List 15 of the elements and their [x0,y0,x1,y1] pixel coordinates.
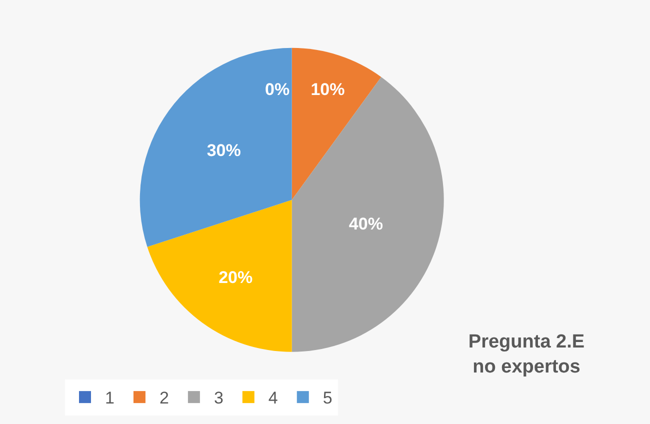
legend-label: 2 [159,388,169,408]
data-label: 10% [310,80,345,99]
legend-label: 4 [268,388,278,408]
pie-slice [147,200,292,352]
pie-slice [292,48,382,200]
data-label: 30% [206,141,241,160]
pie-slice [140,48,292,247]
pie-slice [292,76,444,352]
text: Pregunta 2.E no expertos [468,332,585,378]
legend-label: 5 [322,388,332,408]
data-label: 20% [218,268,253,287]
data-label: 40% [348,214,383,234]
legend-label: 1 [105,388,114,408]
legend-label: 3 [214,388,224,408]
text: 0% [265,80,290,99]
